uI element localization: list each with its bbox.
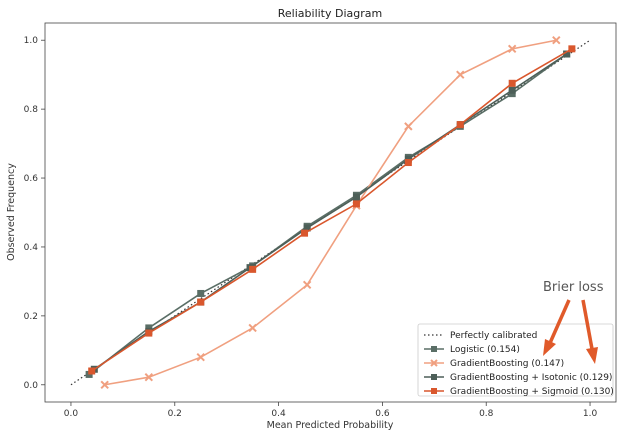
- annotation-arrow-right: [581, 299, 594, 350]
- series-2-point-4: [303, 224, 311, 232]
- legend-entry-0: Perfectly calibrated: [424, 331, 537, 341]
- legend-box: [417, 323, 614, 397]
- series-2-point-9: [563, 50, 571, 58]
- series-1-point-1: [144, 372, 154, 382]
- legend-entry-3: GradientBoosting + Isotonic (0.129): [424, 373, 612, 383]
- brier-loss-annotation: Brier loss: [543, 280, 604, 364]
- series-1-point-9: [552, 36, 561, 45]
- x-axis-label: Mean Predicted Probability: [267, 420, 394, 431]
- series-3-point-5: [352, 200, 360, 208]
- series-3-point-4: [301, 229, 309, 237]
- x-tick-label-3: 0.6: [375, 409, 390, 419]
- series-1-point-4: [302, 280, 312, 290]
- x-tick-label-4: 0.8: [479, 409, 494, 419]
- legend-label-3: GradientBoosting + Isotonic (0.129): [450, 373, 612, 383]
- series-1: [100, 36, 561, 389]
- legend-entry-1: Logistic (0.154): [424, 345, 520, 355]
- y-tick-label-5: 1.0: [24, 36, 39, 46]
- legend-marker-2: [430, 359, 438, 367]
- series-line-0: [88, 53, 568, 376]
- series-3: [88, 45, 576, 375]
- x-axis: 0.0 0.2 0.4 0.6 0.8 1.0: [64, 402, 598, 419]
- plot-frame: [44, 22, 617, 403]
- annotation-arrowhead-right: [586, 347, 598, 364]
- series-2-point-8: [508, 86, 516, 94]
- series-0-point-2: [197, 289, 205, 297]
- y-tick-label-2: 0.4: [24, 243, 39, 253]
- legend: Perfectly calibrated Logistic (0.154) Grad…: [417, 323, 614, 397]
- legend-entry-2: GradientBoosting (0.147): [424, 359, 564, 369]
- series-3-point-2: [197, 298, 205, 306]
- y-tick-label-3: 0.6: [24, 174, 39, 184]
- series-3-point-6: [404, 159, 412, 167]
- legend-label-4: GradientBoosting + Sigmoid (0.130): [450, 387, 614, 397]
- annotation-arrow-left: [548, 299, 571, 344]
- annotation-arrowhead-left: [543, 339, 556, 356]
- series-1-point-6: [404, 122, 413, 131]
- y-axis-label: Observed Frequency: [6, 163, 17, 261]
- x-tick-label-0: 0.0: [64, 409, 79, 419]
- legend-label-2: GradientBoosting (0.147): [450, 359, 564, 369]
- series-1-point-0: [100, 380, 109, 389]
- legend-marker-4: [431, 388, 437, 394]
- plot-area: [70, 36, 591, 389]
- legend-marker-1: [431, 346, 437, 352]
- legend-label-1: Logistic (0.154): [450, 345, 520, 355]
- series-3-point-7: [456, 121, 464, 129]
- y-tick-label-0: 0.0: [24, 381, 39, 391]
- series-line-3: [91, 48, 573, 372]
- y-tick-label-4: 0.8: [24, 105, 39, 115]
- legend-label-0: Perfectly calibrated: [450, 331, 537, 341]
- series-3-point-1: [145, 329, 153, 337]
- y-tick-label-1: 0.2: [24, 312, 38, 322]
- series-3-point-3: [249, 265, 257, 273]
- series-3-point-9: [568, 45, 576, 53]
- y-axis: 0.0 0.2 0.4 0.6 0.8 1.0: [24, 36, 45, 391]
- series-3-point-8: [508, 79, 516, 87]
- series-2-point-5: [352, 193, 360, 201]
- series-1-point-8: [507, 44, 517, 54]
- series-line-1: [104, 39, 557, 386]
- series-3-point-0: [88, 367, 96, 375]
- annotation-text: Brier loss: [543, 280, 604, 295]
- x-tick-label-1: 0.2: [168, 409, 182, 419]
- x-tick-label-5: 1.0: [583, 409, 598, 419]
- series-1-point-2: [196, 353, 205, 362]
- chart-title: Reliability Diagram: [278, 7, 382, 20]
- series-1-point-7: [456, 70, 465, 79]
- legend-entry-4: GradientBoosting + Sigmoid (0.130): [424, 387, 614, 397]
- series-1-point-3: [248, 323, 257, 333]
- x-tick-label-2: 0.4: [271, 409, 286, 419]
- legend-marker-3: [431, 374, 437, 380]
